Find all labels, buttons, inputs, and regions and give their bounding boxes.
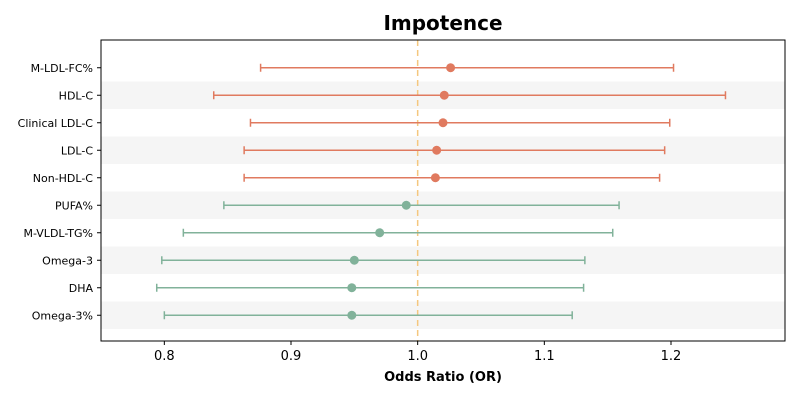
- chart-title: Impotence: [383, 11, 502, 35]
- x-tick-label: 1.2: [661, 349, 682, 364]
- y-tick-label: Omega-3%: [32, 309, 93, 322]
- or-point: [401, 200, 411, 210]
- or-point: [438, 118, 448, 128]
- x-axis-label: Odds Ratio (OR): [384, 370, 502, 385]
- y-tick-label: DHA: [69, 282, 94, 295]
- or-point: [430, 173, 440, 183]
- y-tick-label: Non-HDL-C: [33, 172, 94, 185]
- y-tick-label: M-LDL-FC%: [31, 62, 93, 75]
- y-tick-label: Clinical LDL-C: [18, 117, 94, 130]
- x-tick-label: 0.8: [154, 349, 175, 364]
- or-point: [439, 90, 449, 100]
- plot-marks: [155, 63, 727, 320]
- y-tick-label: PUFA%: [55, 199, 93, 212]
- or-point: [347, 310, 357, 320]
- or-point: [375, 228, 385, 238]
- y-axis: M-LDL-FC% HDL-C Clinical LDL-C LDL-C Non-HDL…: [18, 62, 101, 322]
- y-tick-label: LDL-C: [61, 144, 94, 157]
- plot-frame: [100, 39, 786, 342]
- or-point: [432, 145, 442, 155]
- y-tick-label: Omega-3: [42, 254, 93, 267]
- x-tick-label: 0.9: [281, 349, 302, 364]
- y-tick-label: M-VLDL-TG%: [23, 227, 93, 240]
- x-tick-label: 1.0: [407, 349, 428, 364]
- or-point: [446, 63, 456, 73]
- y-tick-label: HDL-C: [59, 89, 94, 102]
- x-tick-label: 1.1: [534, 349, 555, 364]
- x-axis: 0.8 0.9 1.0 1.1 1.2: [154, 341, 681, 364]
- or-point: [347, 283, 357, 293]
- or-point: [349, 255, 359, 265]
